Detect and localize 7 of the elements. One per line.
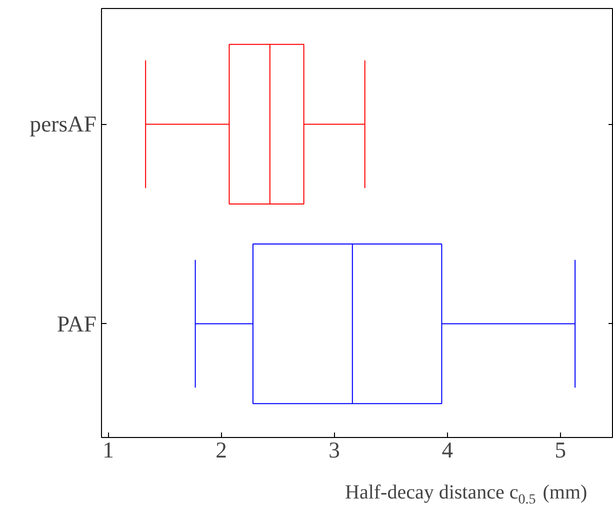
y-tick-label: persAF (30, 112, 97, 137)
x-tick-label: 3 (328, 438, 340, 462)
x-tick-label: 5 (554, 438, 566, 462)
y-tick-label: PAF (57, 311, 96, 336)
x-tick-label: 1 (102, 438, 114, 462)
x-tick-label: 2 (216, 438, 227, 462)
x-tick-label: 4 (442, 438, 454, 462)
